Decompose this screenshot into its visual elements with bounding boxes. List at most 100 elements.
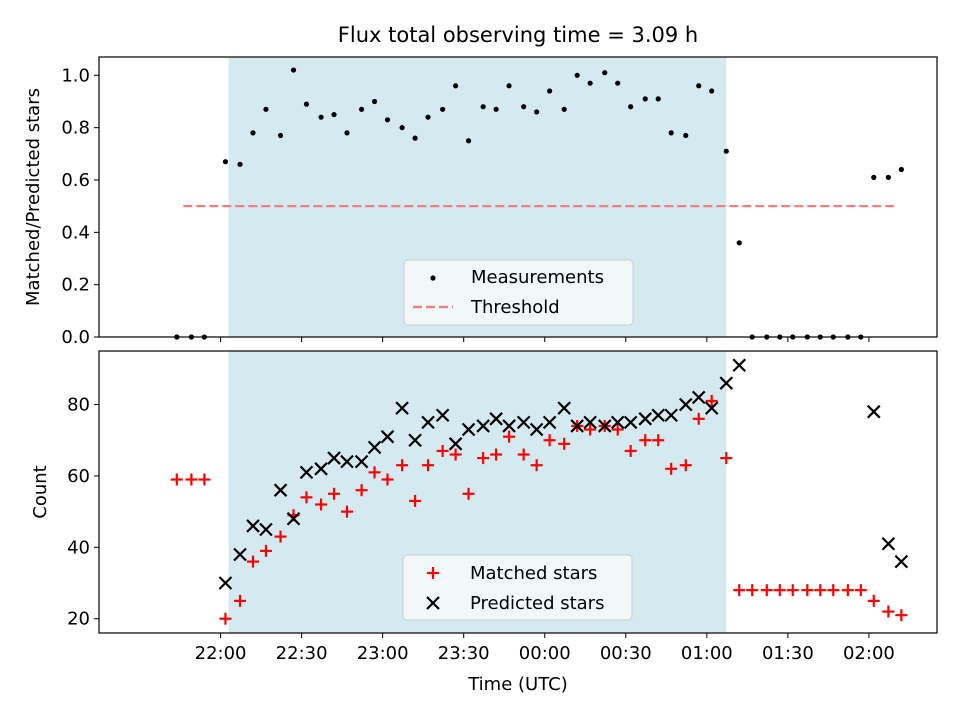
measurement-point bbox=[344, 130, 350, 136]
predicted-star-point bbox=[691, 390, 706, 405]
matched-star-point bbox=[854, 584, 867, 597]
matched-star-point bbox=[882, 605, 895, 618]
measurement-point bbox=[547, 88, 553, 94]
predicted-star-stroke bbox=[354, 454, 369, 469]
predicted-star-stroke bbox=[273, 483, 288, 497]
predicted-star-point bbox=[380, 429, 395, 444]
measurement-point bbox=[628, 104, 634, 110]
legend-measurements-label: Measurements bbox=[471, 267, 604, 288]
matched-star-point bbox=[692, 412, 705, 425]
count-panel-frame bbox=[98, 350, 938, 634]
measurement-point bbox=[885, 174, 891, 180]
matched-star-point bbox=[328, 487, 341, 500]
matched-star-point bbox=[773, 584, 786, 597]
measurement-point bbox=[222, 159, 229, 165]
predicted-star-point bbox=[314, 462, 328, 476]
measurement-point bbox=[290, 67, 297, 73]
matched-star-point bbox=[449, 448, 462, 461]
predicted-star-point bbox=[529, 422, 544, 437]
matched-star-point bbox=[705, 394, 718, 407]
ratio-y-ticks: 0.0 0.2 0.4 0.6 0.8 1.0 bbox=[61, 65, 99, 348]
measurement-point bbox=[683, 132, 689, 139]
predicted-star-point bbox=[273, 483, 288, 497]
measurement-point bbox=[277, 132, 284, 139]
measurement-point bbox=[736, 240, 742, 246]
matched-star-point bbox=[530, 459, 543, 472]
predicted-star-stroke bbox=[516, 415, 531, 430]
predicted-star-stroke bbox=[704, 401, 719, 415]
predicted-star-point bbox=[299, 465, 314, 480]
measurement-point bbox=[898, 166, 904, 173]
predicted-star-stroke bbox=[638, 412, 653, 426]
predicted-star-point bbox=[286, 511, 301, 526]
measurement-point bbox=[440, 106, 446, 112]
predicted-star-stroke bbox=[678, 397, 693, 412]
predicted-star-point bbox=[435, 408, 450, 423]
matched-star-point bbox=[760, 584, 773, 597]
matched-star-point bbox=[490, 448, 503, 461]
measurement-point bbox=[465, 138, 472, 144]
predicted-star-stroke bbox=[246, 519, 260, 533]
matched-star-point bbox=[219, 612, 232, 625]
measurement-point bbox=[358, 106, 365, 112]
predicted-star-point bbox=[259, 522, 273, 537]
legend-threshold-label: Threshold bbox=[470, 297, 560, 318]
matched-star-point bbox=[543, 434, 556, 447]
predicted-star-point bbox=[395, 401, 409, 415]
matched-star-point bbox=[611, 423, 624, 436]
measurement-point bbox=[480, 104, 486, 110]
measurement-point bbox=[534, 109, 540, 115]
predicted-star-stroke bbox=[623, 415, 638, 430]
matched-star-point bbox=[477, 452, 490, 465]
matched-star-point bbox=[185, 473, 198, 486]
predicted-star-point bbox=[461, 422, 476, 437]
matched-star-point bbox=[422, 459, 435, 472]
predicted-star-stroke bbox=[340, 454, 354, 469]
measurement-point bbox=[452, 83, 459, 89]
count-x-tick-label: 02:00 bbox=[843, 643, 895, 664]
measurement-point bbox=[493, 106, 499, 112]
matched-star-point bbox=[679, 459, 692, 472]
count-y-tick-label: 20 bbox=[67, 609, 90, 630]
predicted-star-point bbox=[583, 415, 597, 430]
measurement-point bbox=[303, 101, 310, 107]
predicted-stars-points bbox=[218, 358, 909, 590]
matched-star-point bbox=[396, 459, 409, 472]
matched-star-point bbox=[503, 430, 516, 443]
predicted-star-stroke bbox=[597, 419, 612, 433]
predicted-star-stroke bbox=[435, 408, 450, 423]
matched-star-point bbox=[355, 484, 368, 497]
predicted-star-stroke bbox=[448, 437, 463, 451]
predicted-star-point bbox=[623, 415, 638, 430]
matched-star-point bbox=[746, 584, 759, 597]
legend-matched-label: Matched stars bbox=[470, 563, 597, 584]
measurement-point bbox=[263, 106, 269, 112]
predicted-star-stroke bbox=[380, 429, 395, 444]
measurement-point bbox=[615, 80, 621, 86]
measurement-point bbox=[696, 83, 702, 89]
matched-star-point bbox=[584, 423, 597, 436]
measurement-point bbox=[318, 114, 324, 120]
matched-star-point bbox=[409, 494, 422, 507]
matched-star-point bbox=[198, 473, 211, 486]
count-x-axis-label: Time (UTC) bbox=[467, 674, 568, 695]
predicted-star-point bbox=[651, 408, 665, 423]
predicted-star-stroke bbox=[476, 419, 490, 433]
count-y-axis-label: Count bbox=[30, 465, 51, 518]
predicted-star-point bbox=[867, 404, 881, 419]
predicted-star-point bbox=[516, 415, 531, 430]
predicted-star-point bbox=[597, 419, 612, 433]
matched-star-point bbox=[665, 462, 678, 475]
ratio-y-tick-label: 0.0 bbox=[61, 327, 90, 348]
predicted-star-point bbox=[246, 519, 260, 533]
predicted-star-stroke bbox=[299, 465, 314, 480]
count-x-ticks: 22:00 22:30 23:00 23:30 00:00 00:30 01:00 01:30… bbox=[195, 633, 895, 664]
predicted-star-stroke bbox=[218, 576, 233, 590]
predicted-star-stroke bbox=[233, 547, 247, 562]
measurement-point bbox=[723, 148, 729, 154]
measurement-point bbox=[250, 130, 256, 136]
matched-star-point bbox=[340, 505, 353, 518]
ratio-y-tick-label: 0.8 bbox=[61, 118, 90, 139]
measurement-point bbox=[412, 135, 418, 141]
count-legend-box bbox=[402, 554, 633, 621]
